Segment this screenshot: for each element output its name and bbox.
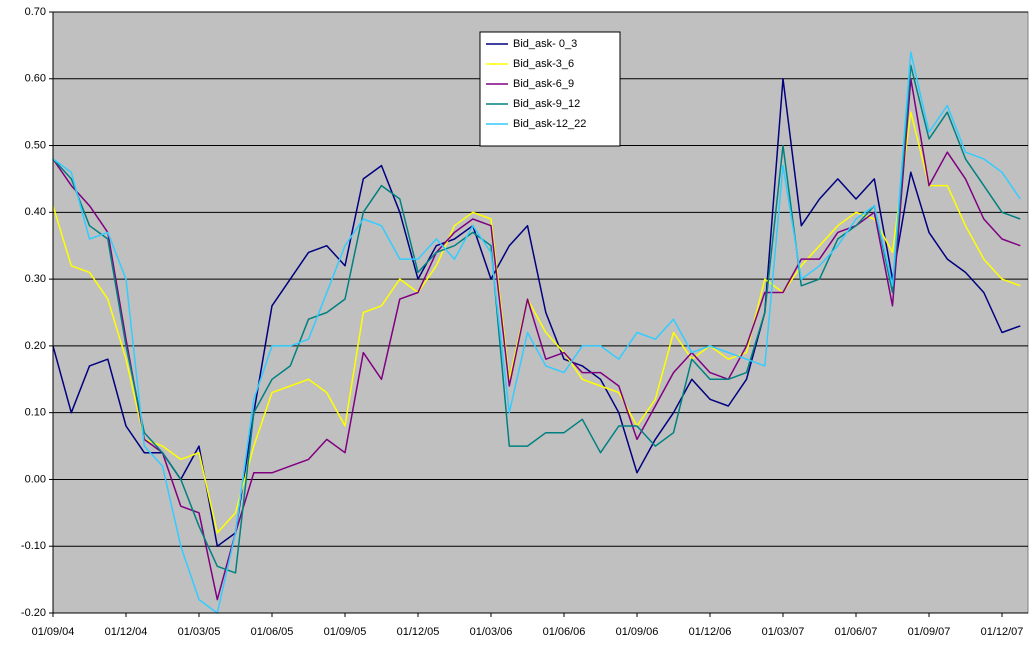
y-tick-label: 0.70 — [25, 6, 46, 18]
x-tick-label: 01/06/05 — [251, 626, 294, 638]
lines — [52, 51, 1021, 614]
x-tick-label: 01/03/07 — [762, 626, 805, 638]
x-tick-label: 01/09/04 — [32, 626, 75, 638]
x-tick-label: 01/09/06 — [616, 626, 659, 638]
x-tick-label: 01/12/06 — [689, 626, 732, 638]
y-tick-label: 0.60 — [25, 73, 46, 85]
x-tick-label: 01/12/05 — [397, 626, 440, 638]
legend-label: Bid_ask-6_9 — [513, 78, 574, 90]
legend-box — [479, 31, 621, 147]
y-tick-label: 0.50 — [25, 139, 46, 151]
x-tick-label: 01/03/06 — [470, 626, 513, 638]
y-tick-label: 0.40 — [25, 206, 46, 218]
y-tick-label: -0.10 — [21, 540, 46, 552]
legend-label: Bid_ask-12_22 — [513, 118, 586, 130]
y-tick-label: 0.00 — [25, 473, 46, 485]
legend-label: Bid_ask-3_6 — [513, 58, 574, 70]
x-tick-label: 01/09/07 — [908, 626, 951, 638]
y-tick-label: 0.10 — [25, 407, 46, 419]
x-tick-label: 01/03/05 — [178, 626, 221, 638]
series-line — [52, 111, 1021, 534]
x-tick-label: 01/12/04 — [105, 626, 148, 638]
x-tick-label: 01/09/05 — [324, 626, 367, 638]
x-tick-label: 01/06/07 — [835, 626, 878, 638]
y-tick-label: -0.20 — [21, 607, 46, 619]
y-tick-label: 0.30 — [25, 273, 46, 285]
legend-label: Bid_ask-9_12 — [513, 98, 580, 110]
series-line — [52, 51, 1021, 614]
x-tick-label: 01/06/06 — [543, 626, 586, 638]
y-tick-label: 0.20 — [25, 340, 46, 352]
x-tick-label: 01/12/07 — [981, 626, 1024, 638]
series-line — [52, 64, 1021, 574]
axes: -0.20 -0.10 0.00 0.10 0.20 0.30 0.40 0.50 0.60 0.… — [21, 6, 1028, 638]
legend-label: Bid_ask- 0_3 — [513, 38, 577, 50]
legend: Bid_ask- 0_3 Bid_ask-3_6 Bid_ask-6_9 Bid_as… — [479, 31, 621, 147]
series-line — [52, 78, 1021, 547]
